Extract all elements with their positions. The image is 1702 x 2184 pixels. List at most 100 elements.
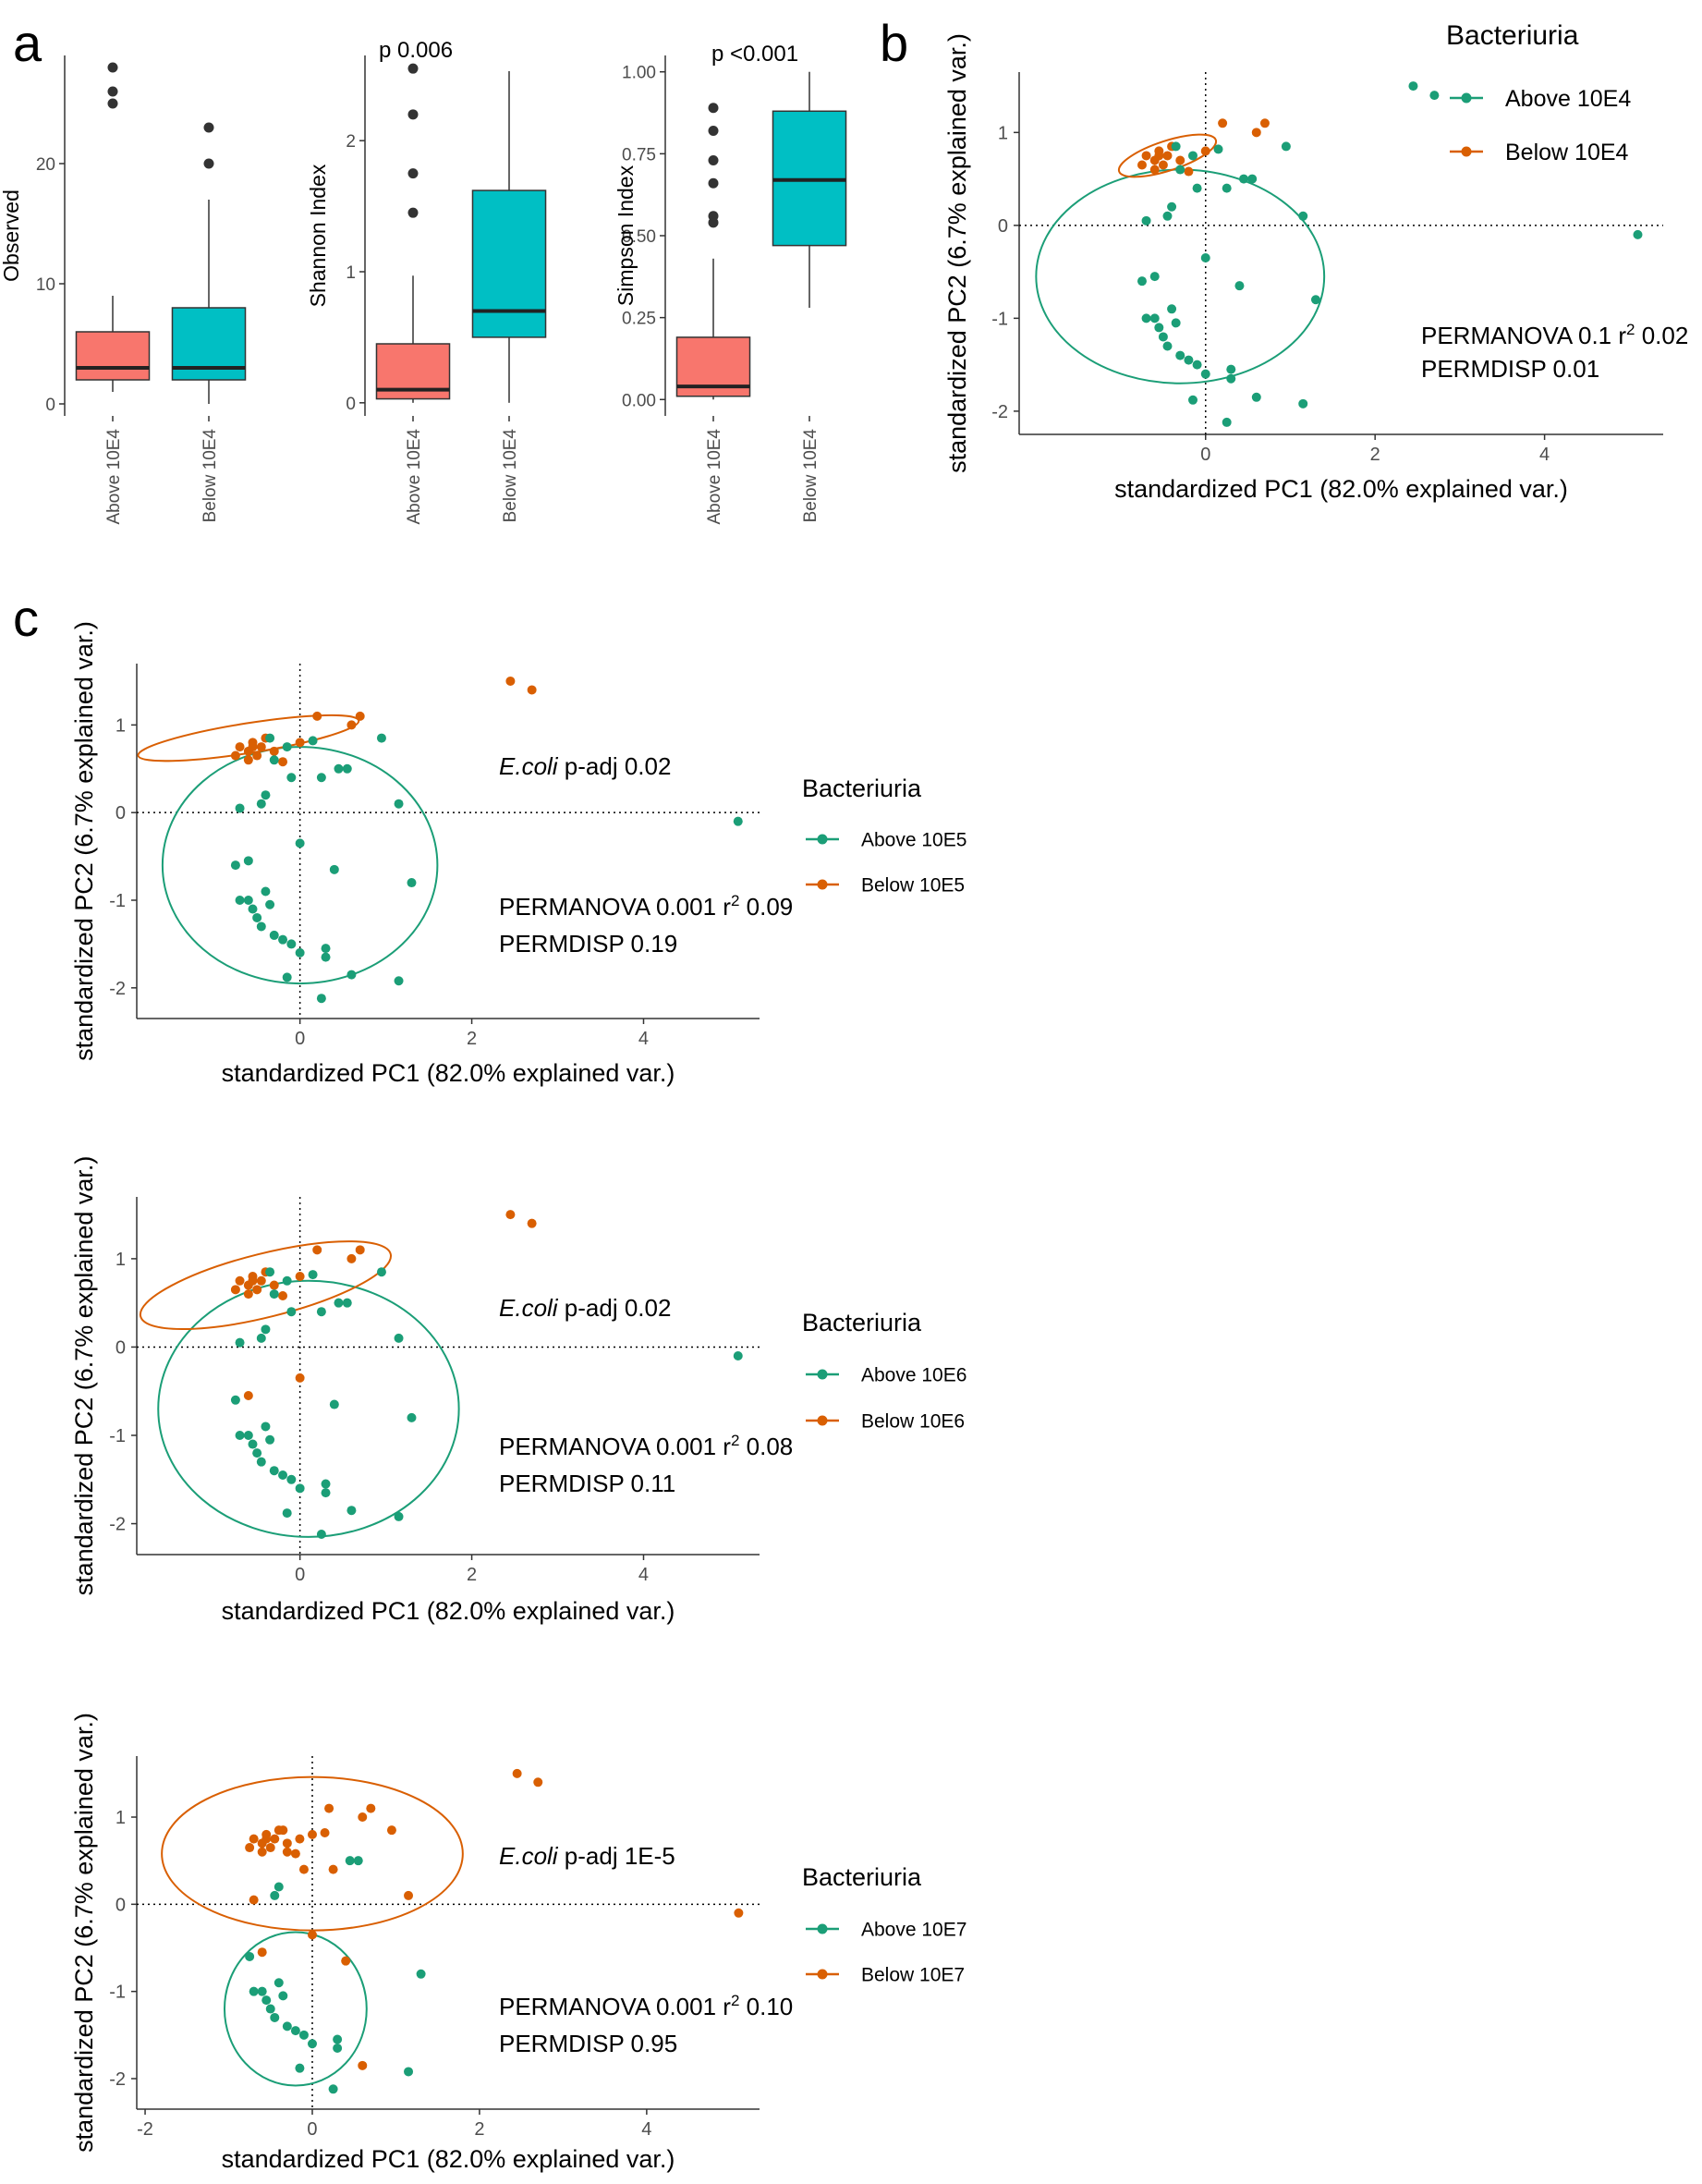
data-point-above bbox=[269, 930, 279, 940]
data-point-below bbox=[1200, 146, 1210, 156]
data-point-above bbox=[329, 1399, 339, 1409]
y-tick-label: 1 bbox=[115, 1250, 126, 1270]
y-tick-label: 0 bbox=[998, 216, 1008, 237]
data-point-above bbox=[286, 773, 297, 783]
data-point-below bbox=[256, 1275, 266, 1286]
data-point-above bbox=[1149, 272, 1160, 282]
data-point-above bbox=[286, 1307, 297, 1317]
data-point-above bbox=[416, 1969, 426, 1979]
x-tick-label: 2 bbox=[467, 1565, 477, 1585]
y-axis-title: Shannon Index bbox=[306, 164, 330, 307]
data-point-above bbox=[1222, 183, 1232, 193]
data-point-below bbox=[249, 1834, 259, 1844]
r-squared-value: 0.02 bbox=[1635, 322, 1689, 349]
data-point-below bbox=[257, 1947, 267, 1958]
data-point-below bbox=[1158, 160, 1168, 170]
data-point-above bbox=[733, 1351, 743, 1360]
data-point-above bbox=[235, 896, 245, 905]
data-point-below bbox=[290, 1848, 300, 1859]
data-point-above bbox=[334, 763, 344, 774]
data-point-below bbox=[307, 1930, 317, 1940]
permanova-text: PERMANOVA 0.1 r bbox=[1421, 322, 1626, 349]
data-point-above bbox=[261, 886, 271, 897]
data-point-below bbox=[235, 742, 245, 752]
data-point-below bbox=[295, 738, 305, 748]
data-point-above bbox=[261, 1324, 271, 1335]
legend: Bacteriuria Above 10E5 Below 10E5 bbox=[802, 775, 966, 897]
x-tick-label: 2 bbox=[1370, 445, 1380, 465]
legend-swatch-point bbox=[1461, 92, 1472, 104]
data-point-above bbox=[257, 1986, 267, 1996]
x-tick-label: 4 bbox=[1539, 445, 1550, 465]
data-point-above bbox=[278, 934, 288, 945]
data-point-above bbox=[265, 1267, 275, 1277]
y-tick-label: 0 bbox=[115, 1337, 126, 1358]
data-point-below bbox=[358, 2060, 368, 2070]
data-point-above bbox=[261, 1995, 272, 2006]
data-point-above bbox=[230, 1395, 240, 1405]
data-point-below bbox=[1162, 151, 1173, 161]
data-point-above bbox=[316, 994, 326, 1004]
box-iqr bbox=[471, 189, 547, 338]
data-point-below bbox=[256, 742, 266, 752]
data-point-below bbox=[252, 750, 262, 761]
data-point-above bbox=[261, 1421, 271, 1432]
data-point-above bbox=[1226, 364, 1236, 374]
data-point-above bbox=[1188, 395, 1198, 405]
legend-swatch-point bbox=[817, 1415, 828, 1426]
x-axis-title: standardized PC1 (82.0% explained var.) bbox=[222, 1597, 675, 1625]
data-point-above bbox=[252, 912, 262, 922]
data-point-below bbox=[404, 1890, 414, 1900]
data-point-above bbox=[252, 1448, 262, 1458]
data-point-above bbox=[274, 1978, 284, 1988]
data-point-above bbox=[248, 904, 258, 914]
data-point-below bbox=[355, 711, 365, 721]
data-point-above bbox=[256, 1457, 266, 1467]
x-tick-label: Below 10E4 bbox=[801, 429, 821, 523]
box-iqr bbox=[75, 331, 151, 381]
legend: Bacteriuria Above 10E7 Below 10E7 bbox=[802, 1863, 966, 1986]
data-point-above bbox=[1162, 211, 1173, 221]
data-point-above bbox=[1149, 313, 1160, 323]
panel-label-b: b bbox=[880, 14, 908, 72]
data-point-below bbox=[1259, 118, 1270, 128]
data-point-below bbox=[1154, 151, 1164, 161]
data-point-above bbox=[278, 1991, 288, 2001]
y-tick-label: 2 bbox=[346, 132, 356, 152]
y-tick-label: 0.00 bbox=[622, 391, 656, 410]
data-point-above bbox=[1167, 304, 1177, 314]
permdisp-stat: PERMDISP 0.01 bbox=[1421, 355, 1599, 383]
permanova-stat: PERMANOVA 0.1 r2 0.02 bbox=[1421, 321, 1688, 349]
data-point-above bbox=[235, 1337, 245, 1348]
data-point-above bbox=[256, 799, 266, 809]
outlier-point bbox=[203, 158, 214, 169]
outlier-point bbox=[708, 211, 719, 222]
r-squared-superscript: 2 bbox=[1626, 321, 1635, 338]
data-point-below bbox=[298, 1864, 309, 1874]
x-tick-label: 0 bbox=[307, 2119, 317, 2140]
data-point-above bbox=[1239, 174, 1249, 184]
data-point-above bbox=[295, 2063, 305, 2073]
data-point-below bbox=[248, 1275, 258, 1286]
legend-swatch-point bbox=[1461, 146, 1472, 157]
data-point-above bbox=[265, 899, 275, 909]
data-point-below bbox=[257, 1847, 267, 1857]
data-point-above bbox=[1171, 318, 1181, 328]
data-point-above bbox=[308, 1270, 318, 1280]
y-tick-label: -1 bbox=[109, 1426, 126, 1446]
data-point-below bbox=[249, 1895, 259, 1905]
data-point-below bbox=[265, 1843, 275, 1853]
x-tick-label: 2 bbox=[474, 2119, 484, 2140]
data-point-above bbox=[342, 1298, 352, 1308]
x-tick-label: Below 10E4 bbox=[201, 429, 220, 523]
legend-title: Bacteriuria bbox=[802, 1309, 922, 1336]
data-point-above bbox=[243, 856, 253, 866]
data-point-above bbox=[342, 763, 352, 774]
data-point-above bbox=[1154, 323, 1164, 333]
legend: Bacteriuria Above 10E6 Below 10E6 bbox=[802, 1309, 966, 1433]
data-point-below bbox=[243, 755, 253, 765]
data-point-above bbox=[1192, 183, 1202, 193]
y-tick-label: -1 bbox=[109, 1983, 126, 2003]
x-tick-label: 0 bbox=[295, 1029, 305, 1049]
